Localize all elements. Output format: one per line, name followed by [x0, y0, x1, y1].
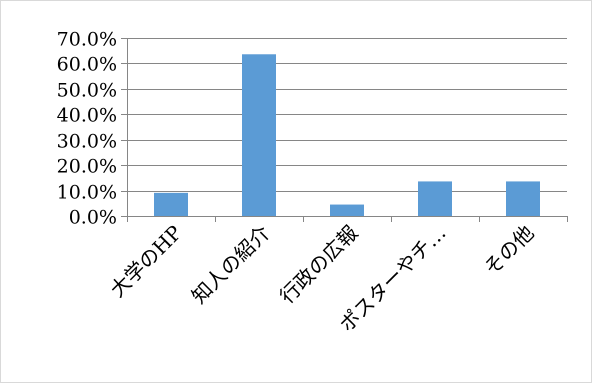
- y-tick-label: 30.0%: [57, 131, 117, 153]
- x-category-label: 行政の広報: [275, 221, 363, 309]
- bar: [330, 204, 364, 216]
- y-tick-label: 20.0%: [57, 156, 117, 178]
- y-axis-ticks: 0.0% 10.0% 20.0% 30.0% 40.0% 50.0% 60.0% 70.0%: [57, 29, 127, 229]
- bar: [154, 192, 188, 216]
- x-axis: [127, 38, 568, 222]
- y-tick-label: 0.0%: [69, 207, 117, 229]
- bar: [418, 181, 452, 216]
- x-category-label: 大学のHP: [105, 221, 186, 302]
- y-tick-label: 60.0%: [57, 54, 117, 76]
- y-tick-label: 10.0%: [57, 182, 117, 204]
- y-tick-label: 50.0%: [57, 80, 117, 102]
- gridlines: [127, 38, 567, 192]
- bars: [154, 54, 540, 216]
- y-tick-label: 40.0%: [57, 105, 117, 127]
- x-category-label: その他: [479, 221, 538, 280]
- x-category-label: 知人の紹介: [187, 221, 275, 309]
- y-tick-label: 70.0%: [57, 29, 117, 51]
- bar: [506, 181, 540, 216]
- bar: [242, 54, 276, 216]
